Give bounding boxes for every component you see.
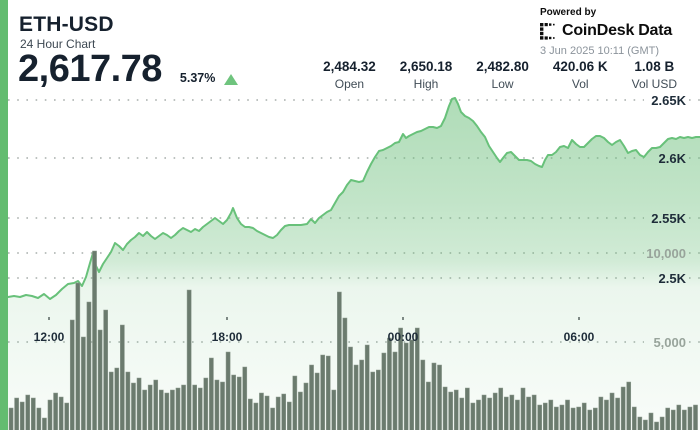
stat-low-value: 2,482.80	[476, 59, 529, 74]
coindesk-logo-icon	[540, 22, 555, 40]
stat-high-label: High	[413, 77, 439, 91]
stat-vol-value: 420.06 K	[552, 59, 608, 74]
up-triangle-icon	[224, 74, 239, 85]
ohlc-stats: 2,484.32 Open 2,650.18 High 2,482.80 Low…	[311, 59, 689, 91]
brand-name-data: Data	[638, 22, 673, 39]
stat-vol-label: Vol	[571, 77, 589, 91]
powered-by-block: Powered by CoinDesk Data 3 Jun 2	[540, 7, 688, 57]
powered-by-label: Powered by	[540, 7, 597, 18]
stat-vol-usd: 1.08 B Vol USD	[620, 59, 689, 91]
change-percent: 5.37%	[179, 71, 216, 85]
stat-open-label: Open	[334, 77, 365, 91]
accent-stripe	[0, 0, 8, 430]
symbol-title: ETH-USD	[19, 13, 114, 36]
price-row: 2,617.78 5.37%	[18, 48, 239, 90]
timestamp: 3 Jun 2025 10:11 (GMT)	[540, 45, 660, 57]
volume-bars	[8, 250, 698, 430]
stat-vol-usd-value: 1.08 B	[634, 59, 675, 74]
stat-open: 2,484.32 Open	[311, 59, 388, 91]
chart-subtitle: 24 Hour Chart	[20, 37, 96, 51]
stat-vol: 420.06 K Vol	[541, 59, 620, 91]
current-price: 2,617.78	[18, 48, 162, 90]
brand-name-coindesk: CoinDesk	[562, 22, 635, 39]
coindesk-logo[interactable]: CoinDesk Data	[540, 22, 688, 40]
stat-high-value: 2,650.18	[399, 59, 453, 74]
stat-vol-usd-label: Vol USD	[631, 77, 677, 91]
price-line	[7, 97, 700, 300]
stat-open-value: 2,484.32	[323, 59, 376, 74]
stat-high: 2,650.18 High	[388, 59, 465, 91]
stat-low-label: Low	[491, 77, 514, 91]
stat-low: 2,482.80 Low	[464, 59, 541, 91]
price-area-fill	[8, 98, 700, 430]
